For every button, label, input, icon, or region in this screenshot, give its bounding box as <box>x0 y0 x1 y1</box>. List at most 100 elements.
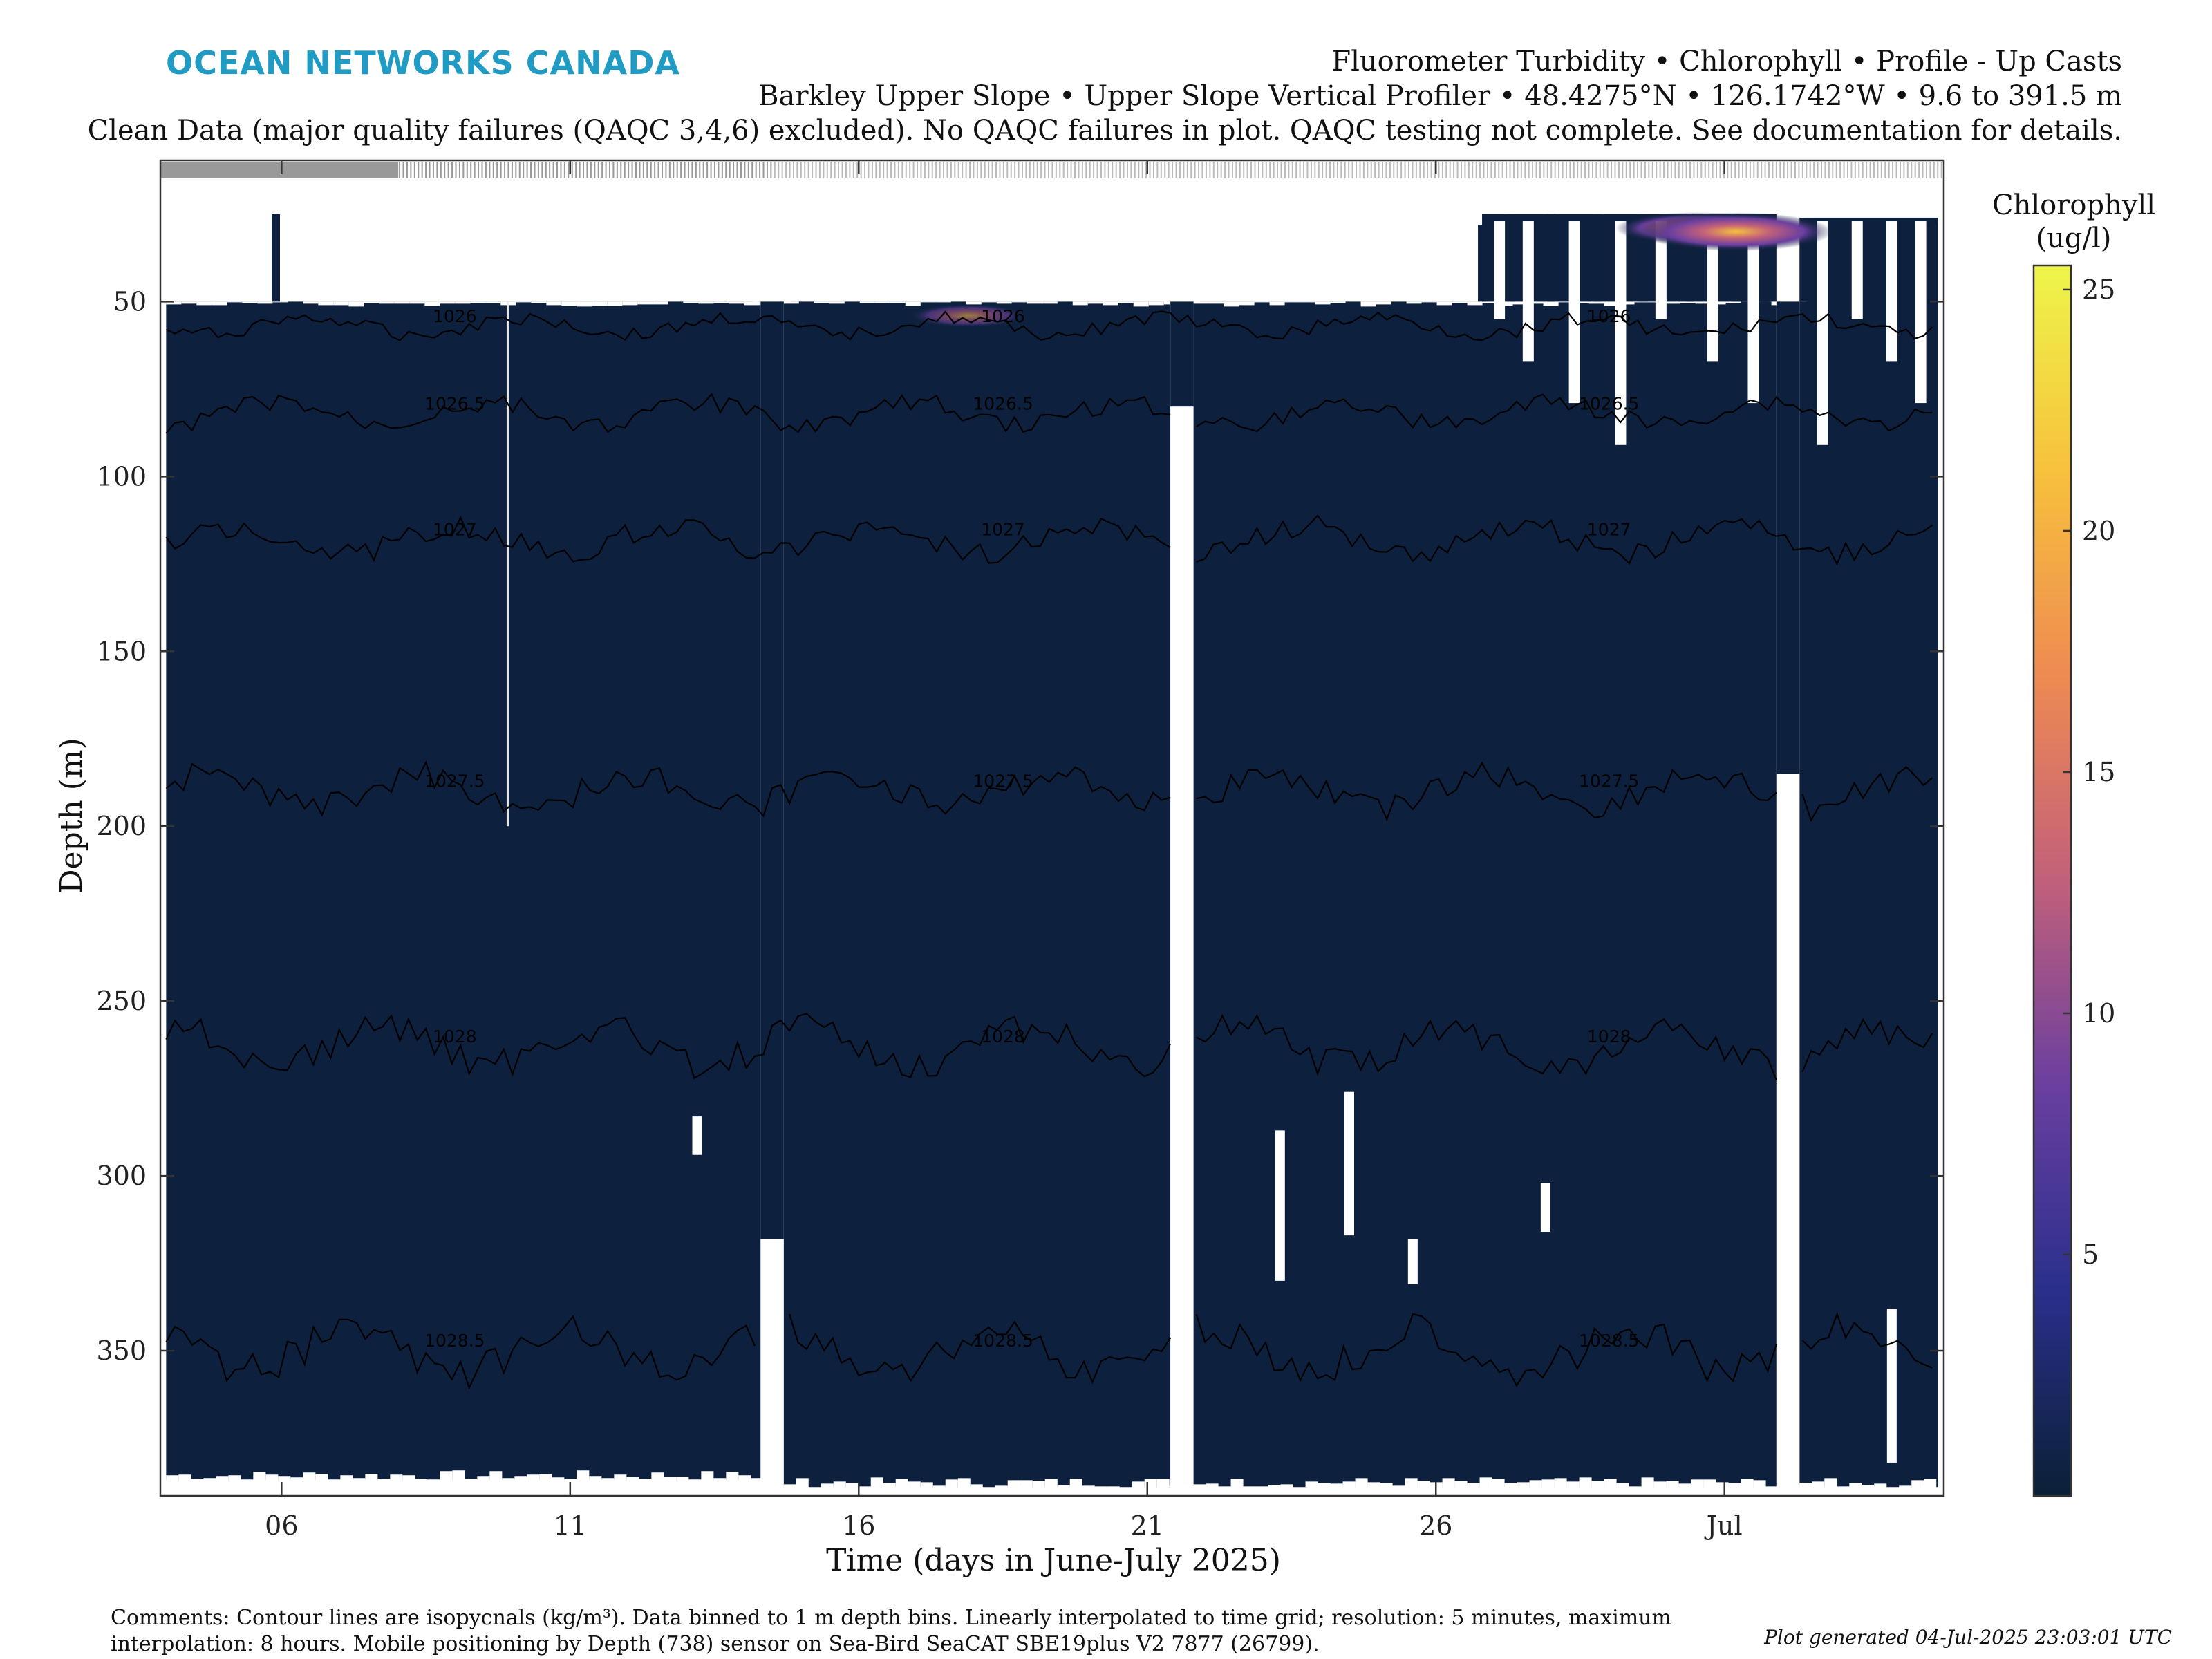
ragged-top <box>272 301 288 303</box>
data-block-fill <box>1193 301 1777 1488</box>
ragged-edge <box>1020 1480 1033 1488</box>
ragged-edge <box>203 1478 216 1481</box>
y-axis-label: Depth (m) <box>54 738 89 894</box>
colorbar <box>2032 264 2072 1497</box>
ragged-edge <box>601 1478 615 1481</box>
isopycnal-label: 1026 <box>1587 306 1631 326</box>
ragged-top <box>546 301 562 306</box>
isopycnal-label: 1028 <box>981 1027 1025 1047</box>
ragged-edge <box>726 1472 739 1481</box>
ragged-edge <box>845 1483 859 1488</box>
ragged-top <box>1543 301 1559 306</box>
ragged-edge <box>228 1475 241 1481</box>
ragged-top <box>592 301 608 306</box>
ragged-top <box>920 301 936 303</box>
ragged-edge <box>1280 1484 1293 1488</box>
surface-gap <box>1522 221 1534 362</box>
ragged-top <box>348 301 364 307</box>
ragged-edge <box>932 1485 946 1488</box>
data-block-fill <box>166 301 761 1481</box>
ragged-edge <box>1479 1477 1492 1488</box>
ragged-top <box>981 301 997 303</box>
ragged-edge <box>1899 1485 1912 1488</box>
ragged-top <box>577 301 592 307</box>
ragged-top <box>1224 301 1239 307</box>
ragged-edge <box>1119 1487 1132 1488</box>
ragged-edge <box>1442 1478 1455 1488</box>
ragged-top <box>1087 301 1103 304</box>
ragged-top <box>1588 301 1604 304</box>
ragged-top <box>1330 301 1346 303</box>
ragged-edge <box>1874 1483 1887 1488</box>
ragged-top <box>1482 301 1498 303</box>
ragged-top <box>379 301 395 304</box>
ragged-edge <box>1218 1486 1231 1488</box>
ragged-top <box>698 301 714 304</box>
ragged-edge <box>651 1472 664 1481</box>
missing-data-line <box>506 301 509 827</box>
ragged-top <box>1254 301 1270 303</box>
ragged-edge <box>1765 1486 1779 1488</box>
ragged-edge <box>390 1474 403 1481</box>
ragged-edge <box>713 1478 727 1481</box>
ragged-top <box>1436 301 1452 306</box>
ragged-edge <box>1380 1483 1393 1488</box>
ragged-top <box>637 301 653 305</box>
ragged-edge <box>1936 1487 1949 1488</box>
missing-data <box>1407 1239 1418 1284</box>
ragged-top <box>1452 301 1468 303</box>
ragged-edge <box>796 1478 809 1488</box>
ragged-edge <box>1057 1485 1070 1488</box>
x-tick-label: 21 <box>1131 1510 1164 1541</box>
ragged-edge <box>1591 1481 1604 1488</box>
colorbar-tick-label: 15 <box>2082 757 2115 787</box>
ragged-edge <box>402 1475 415 1481</box>
ragged-edge <box>1691 1479 1704 1488</box>
data-block <box>1193 301 1787 1488</box>
data-gap-top <box>1163 160 1201 302</box>
surface-gap <box>1707 221 1719 362</box>
isopycnal-label: 1027 <box>1587 519 1631 539</box>
ragged-top <box>1619 301 1635 305</box>
ragged-edge <box>895 1479 908 1488</box>
surface-gap <box>1851 221 1863 319</box>
ragged-edge <box>1849 1483 1862 1488</box>
missing-data <box>692 1116 702 1155</box>
isopycnal-line <box>165 1013 1933 1081</box>
ragged-edge <box>452 1470 465 1481</box>
ragged-edge <box>688 1479 702 1481</box>
isopycnal-label: 1027.5 <box>1579 771 1639 791</box>
isopycnal-label: 1028 <box>1587 1027 1631 1047</box>
isopycnal-label: 1027.5 <box>424 771 485 791</box>
ragged-top <box>1421 301 1437 303</box>
y-tick-label: 300 <box>96 1161 147 1191</box>
x-tick-label: 26 <box>1419 1510 1452 1541</box>
isopycnal-label: 1026.5 <box>424 393 485 413</box>
ragged-edge <box>1193 1484 1206 1488</box>
ragged-edge <box>440 1471 453 1481</box>
ragged-top <box>485 301 501 303</box>
ragged-edge <box>1318 1483 1331 1488</box>
ragged-top <box>996 301 1012 304</box>
missing-data <box>1275 1130 1285 1281</box>
ragged-edge <box>1653 1481 1667 1488</box>
data-gap <box>1170 406 1194 1496</box>
colorbar-tick-label: 5 <box>2082 1239 2099 1270</box>
data-gap <box>760 1239 784 1496</box>
ragged-top <box>181 301 197 304</box>
ragged-edge <box>415 1479 428 1481</box>
ragged-top <box>1634 301 1650 303</box>
ragged-edge <box>1206 1483 1219 1488</box>
ragged-top <box>227 301 243 303</box>
ragged-edge <box>1753 1480 1766 1488</box>
chart-title-line-3: Clean Data (major quality failures (QAQC… <box>87 115 2122 147</box>
isopycnal-label: 1028.5 <box>424 1331 485 1351</box>
ragged-edge <box>738 1475 751 1481</box>
ragged-top <box>1680 301 1696 303</box>
chlorophyll-peak <box>1639 212 1833 252</box>
isopycnal-line <box>165 514 1933 566</box>
ragged-edge <box>1554 1478 1567 1488</box>
ragged-top <box>622 301 638 306</box>
ragged-edge <box>514 1476 527 1481</box>
ragged-edge <box>1666 1481 1679 1488</box>
